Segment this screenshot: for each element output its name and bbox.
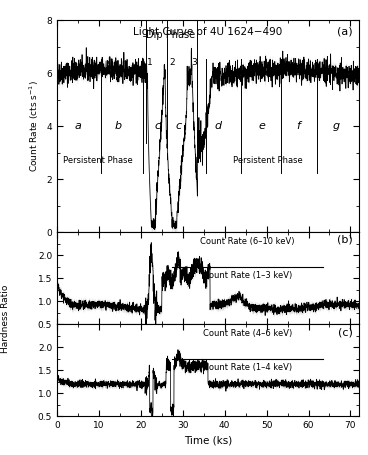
Text: g: g xyxy=(332,121,339,131)
Text: 1: 1 xyxy=(147,58,153,67)
Text: 2: 2 xyxy=(170,58,175,67)
Text: Light Curve of 4U 1624−490: Light Curve of 4U 1624−490 xyxy=(133,27,283,37)
Text: d: d xyxy=(215,121,222,131)
Text: Count Rate (1–3 keV): Count Rate (1–3 keV) xyxy=(202,271,292,280)
Text: (b): (b) xyxy=(337,235,353,245)
Text: (a): (a) xyxy=(337,27,353,37)
Text: Count Rate (4–6 keV): Count Rate (4–6 keV) xyxy=(202,329,292,338)
X-axis label: Time (ks): Time (ks) xyxy=(184,436,232,446)
Text: (c): (c) xyxy=(338,327,353,337)
Text: a: a xyxy=(75,121,81,131)
Text: Persistent Phase: Persistent Phase xyxy=(233,156,303,165)
Text: e: e xyxy=(259,121,266,131)
Text: b: b xyxy=(114,121,121,131)
Text: f: f xyxy=(296,121,300,131)
Text: c: c xyxy=(176,121,182,131)
Text: c: c xyxy=(155,121,161,131)
Text: Dip Phase: Dip Phase xyxy=(146,30,195,40)
Text: Hardness Ratio: Hardness Ratio xyxy=(1,284,10,353)
Text: Count Rate (1–4 keV): Count Rate (1–4 keV) xyxy=(203,363,292,372)
Text: Persistent Phase: Persistent Phase xyxy=(63,156,133,165)
Text: 3: 3 xyxy=(192,58,197,67)
Y-axis label: Count Rate (cts s$^{-1}$): Count Rate (cts s$^{-1}$) xyxy=(28,81,41,172)
Text: Count Rate (6–10 keV): Count Rate (6–10 keV) xyxy=(200,237,294,246)
